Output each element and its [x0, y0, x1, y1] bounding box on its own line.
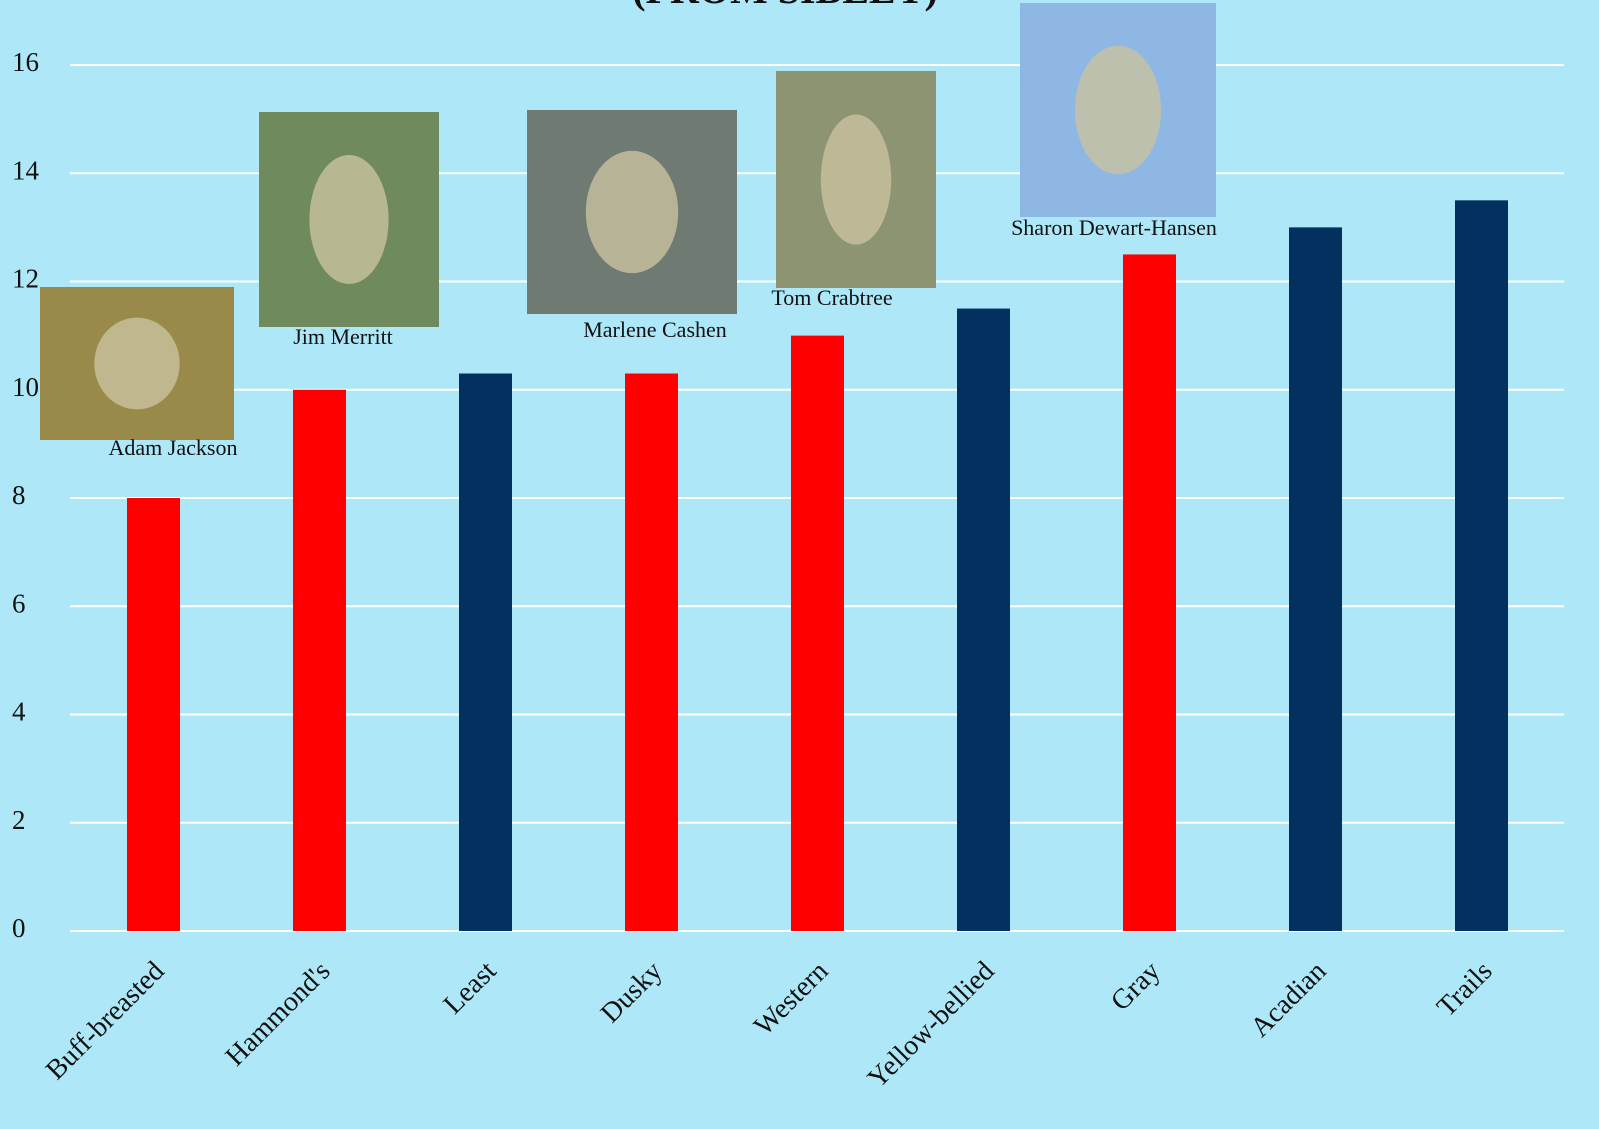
bar	[1289, 227, 1342, 931]
bar	[1123, 254, 1176, 931]
chart: (FROM SIBLEY) 0246810121416Buff-breasted…	[0, 0, 1599, 1129]
page: (FROM SIBLEY) 0246810121416Buff-breasted…	[0, 0, 1599, 1129]
bird-silhouette	[94, 318, 179, 410]
y-tick-label: 6	[12, 588, 26, 618]
bird-silhouette	[586, 151, 678, 273]
bar	[957, 309, 1010, 931]
chart-title: (FROM SIBLEY)	[632, 0, 938, 12]
y-tick-label: 10	[12, 372, 39, 402]
y-tick-label: 16	[12, 47, 39, 77]
bird-silhouette	[1075, 46, 1161, 174]
photo-credit: Adam Jackson	[109, 435, 238, 460]
bird-silhouette	[309, 155, 388, 284]
bar	[791, 336, 844, 931]
bar	[293, 390, 346, 931]
photo-credit: Marlene Cashen	[583, 317, 727, 342]
photo-credit: Jim Merritt	[293, 324, 393, 349]
bird-silhouette	[821, 114, 891, 244]
bar	[459, 374, 512, 931]
bar	[1455, 200, 1508, 931]
y-tick-label: 2	[12, 805, 26, 835]
bar	[127, 498, 180, 931]
y-tick-label: 0	[12, 913, 26, 943]
photo-credit: Tom Crabtree	[771, 285, 892, 310]
y-tick-label: 4	[12, 697, 26, 727]
photo-credit: Sharon Dewart-Hansen	[1011, 215, 1217, 240]
y-tick-label: 12	[12, 264, 39, 294]
y-tick-label: 8	[12, 480, 26, 510]
y-tick-label: 14	[12, 155, 40, 185]
bar	[625, 374, 678, 931]
